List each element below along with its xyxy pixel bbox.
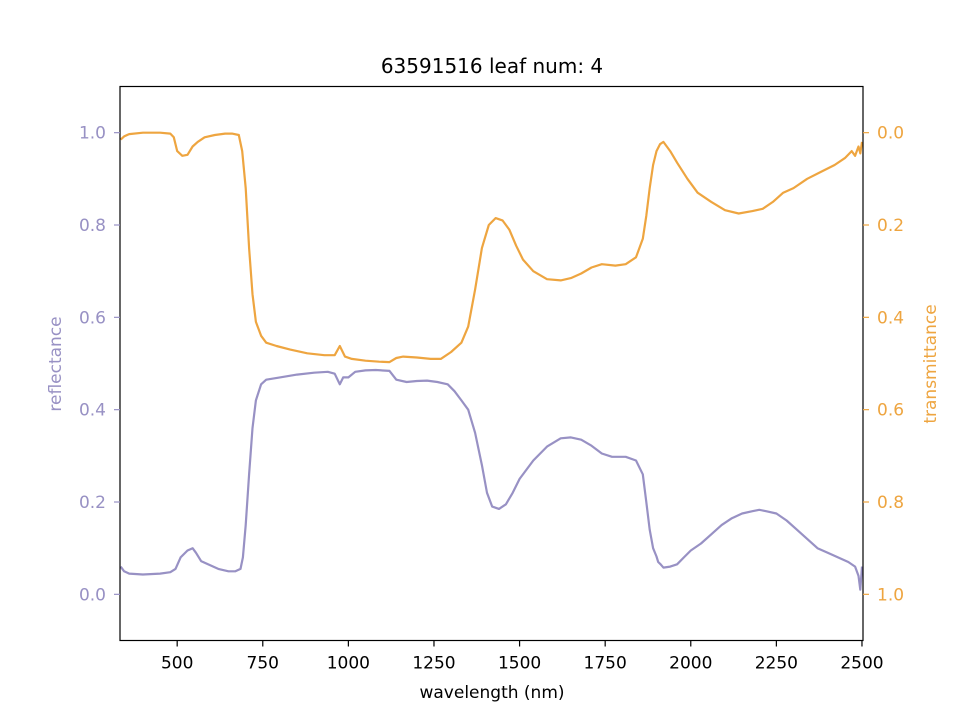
y-right-tick-label: 0.2 [877,216,904,236]
y-right-tick-label: 1.0 [877,585,904,605]
y-right-axis-ticks: 0.0 0.2 0.4 0.6 0.8 1.0 [863,124,904,605]
x-tick-label: 1250 [412,654,455,674]
y-right-tick-label: 0.0 [877,124,904,144]
x-tick-label: 1750 [584,654,627,674]
y-right-tick-label: 0.4 [877,308,904,328]
y-right-tick-label: 0.8 [877,493,904,513]
x-tick-label: 2000 [669,654,712,674]
y-left-tick-label: 0.4 [79,401,106,421]
chart-title: 63591516 leaf num: 4 [381,54,603,78]
plot-lines [119,131,864,591]
x-tick-label: 1500 [498,654,541,674]
y-left-tick-label: 1.0 [79,124,106,144]
x-tick-label: 500 [161,654,193,674]
x-axis-title: wavelength (nm) [419,683,564,703]
y-left-axis-title: reflectance [46,316,66,411]
x-tick-label: 2500 [840,654,883,674]
x-tick-label: 750 [247,654,279,674]
x-tick-label: 2250 [755,654,798,674]
reflectance-line [119,368,864,591]
x-tick-label: 1000 [327,654,370,674]
transmittance-line [119,131,864,364]
y-right-tick-label: 0.6 [877,401,904,421]
y-left-tick-label: 0.6 [79,308,106,328]
x-axis-ticks: 500 750 1000 1250 1500 1750 2000 2250 2500 [161,640,884,674]
y-left-tick-label: 0.0 [79,585,106,605]
y-left-axis-ticks: 0.0 0.2 0.4 0.6 0.8 1.0 [79,124,120,605]
y-right-axis-title: transmittance [921,304,941,423]
plot-frame [119,85,864,642]
y-left-tick-label: 0.2 [79,493,106,513]
y-left-tick-label: 0.8 [79,216,106,236]
